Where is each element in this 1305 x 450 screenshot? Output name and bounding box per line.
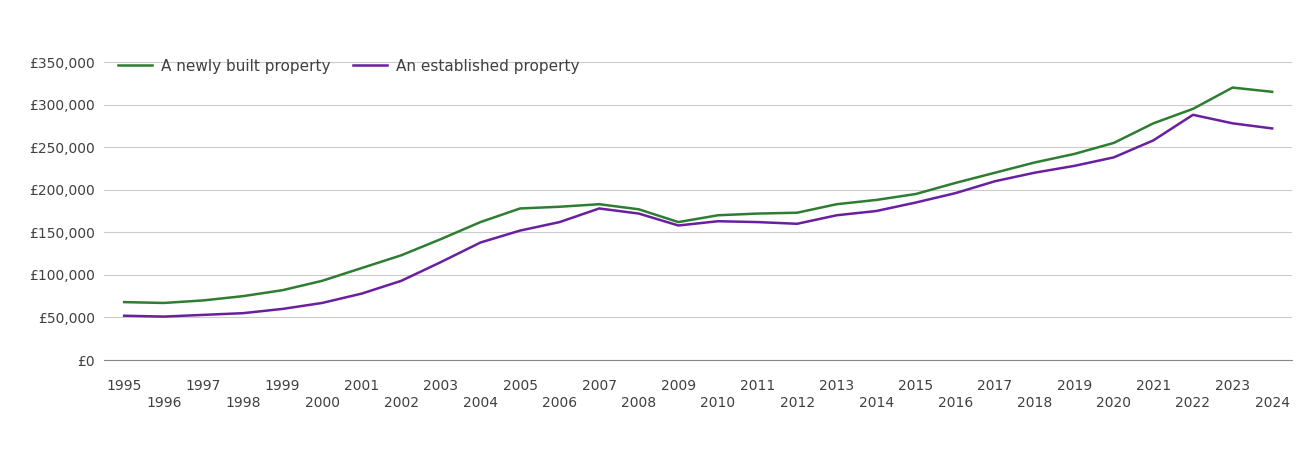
Text: 1998: 1998: [226, 396, 261, 410]
A newly built property: [155, 300, 171, 306]
A newly built property: [671, 220, 686, 225]
Text: 2023: 2023: [1215, 379, 1250, 393]
An established property: [749, 220, 765, 225]
Text: 2002: 2002: [384, 396, 419, 410]
A newly built property: [908, 191, 924, 197]
Text: 2001: 2001: [345, 379, 380, 393]
Text: 2007: 2007: [582, 379, 617, 393]
Text: 2021: 2021: [1135, 379, 1171, 393]
Text: 2000: 2000: [304, 396, 339, 410]
An established property: [315, 300, 330, 306]
Text: 2011: 2011: [740, 379, 775, 393]
A newly built property: [988, 170, 1004, 176]
A newly built property: [749, 211, 765, 216]
An established property: [433, 259, 449, 265]
Text: 2015: 2015: [898, 379, 933, 393]
Text: 2022: 2022: [1176, 396, 1211, 410]
An established property: [1224, 121, 1240, 126]
Text: 2009: 2009: [660, 379, 696, 393]
An established property: [1027, 170, 1043, 176]
An established property: [196, 312, 211, 318]
An established property: [235, 310, 251, 316]
Text: 2004: 2004: [463, 396, 499, 410]
Text: 2019: 2019: [1057, 379, 1092, 393]
An established property: [472, 240, 488, 245]
An established property: [829, 212, 844, 218]
A newly built property: [632, 207, 647, 212]
An established property: [710, 219, 726, 224]
A newly built property: [275, 288, 291, 293]
An established property: [116, 313, 132, 319]
An established property: [908, 200, 924, 205]
A newly built property: [829, 202, 844, 207]
An established property: [947, 190, 963, 196]
A newly built property: [947, 180, 963, 185]
Text: 1999: 1999: [265, 379, 300, 393]
Text: 2020: 2020: [1096, 396, 1131, 410]
Text: 2017: 2017: [977, 379, 1013, 393]
An established property: [1185, 112, 1201, 117]
An established property: [790, 221, 805, 226]
A newly built property: [393, 252, 408, 258]
A newly built property: [354, 266, 369, 271]
Text: 2014: 2014: [859, 396, 894, 410]
A newly built property: [1185, 106, 1201, 112]
Line: An established property: An established property: [124, 115, 1272, 317]
Text: 2005: 2005: [502, 379, 538, 393]
A newly built property: [1265, 89, 1280, 94]
A newly built property: [552, 204, 568, 209]
An established property: [1105, 155, 1121, 160]
An established property: [1066, 163, 1082, 169]
Text: 1996: 1996: [146, 396, 181, 410]
An established property: [1146, 138, 1161, 143]
An established property: [512, 228, 527, 233]
A newly built property: [235, 293, 251, 299]
An established property: [632, 211, 647, 216]
A newly built property: [1027, 160, 1043, 165]
Text: 1997: 1997: [185, 379, 221, 393]
A newly built property: [315, 278, 330, 284]
An established property: [354, 291, 369, 296]
Text: 2008: 2008: [621, 396, 656, 410]
Line: A newly built property: A newly built property: [124, 88, 1272, 303]
A newly built property: [790, 210, 805, 216]
A newly built property: [868, 197, 883, 202]
Text: 2018: 2018: [1017, 396, 1052, 410]
Text: 2024: 2024: [1254, 396, 1289, 410]
A newly built property: [1146, 121, 1161, 126]
An established property: [1265, 126, 1280, 131]
A newly built property: [116, 299, 132, 305]
Text: 1995: 1995: [107, 379, 142, 393]
A newly built property: [433, 236, 449, 242]
A newly built property: [512, 206, 527, 211]
An established property: [155, 314, 171, 319]
An established property: [671, 223, 686, 228]
A newly built property: [1105, 140, 1121, 146]
An established property: [591, 206, 607, 211]
An established property: [275, 306, 291, 311]
Text: 2012: 2012: [779, 396, 814, 410]
An established property: [868, 208, 883, 214]
An established property: [552, 220, 568, 225]
Text: 2010: 2010: [701, 396, 736, 410]
A newly built property: [472, 220, 488, 225]
Text: 2016: 2016: [938, 396, 974, 410]
An established property: [988, 179, 1004, 184]
Text: 2013: 2013: [820, 379, 855, 393]
Text: 2003: 2003: [423, 379, 458, 393]
Text: 2006: 2006: [542, 396, 577, 410]
A newly built property: [1224, 85, 1240, 90]
A newly built property: [196, 298, 211, 303]
An established property: [393, 278, 408, 284]
A newly built property: [1066, 151, 1082, 157]
A newly built property: [591, 202, 607, 207]
Legend: A newly built property, An established property: A newly built property, An established p…: [112, 53, 586, 80]
A newly built property: [710, 212, 726, 218]
